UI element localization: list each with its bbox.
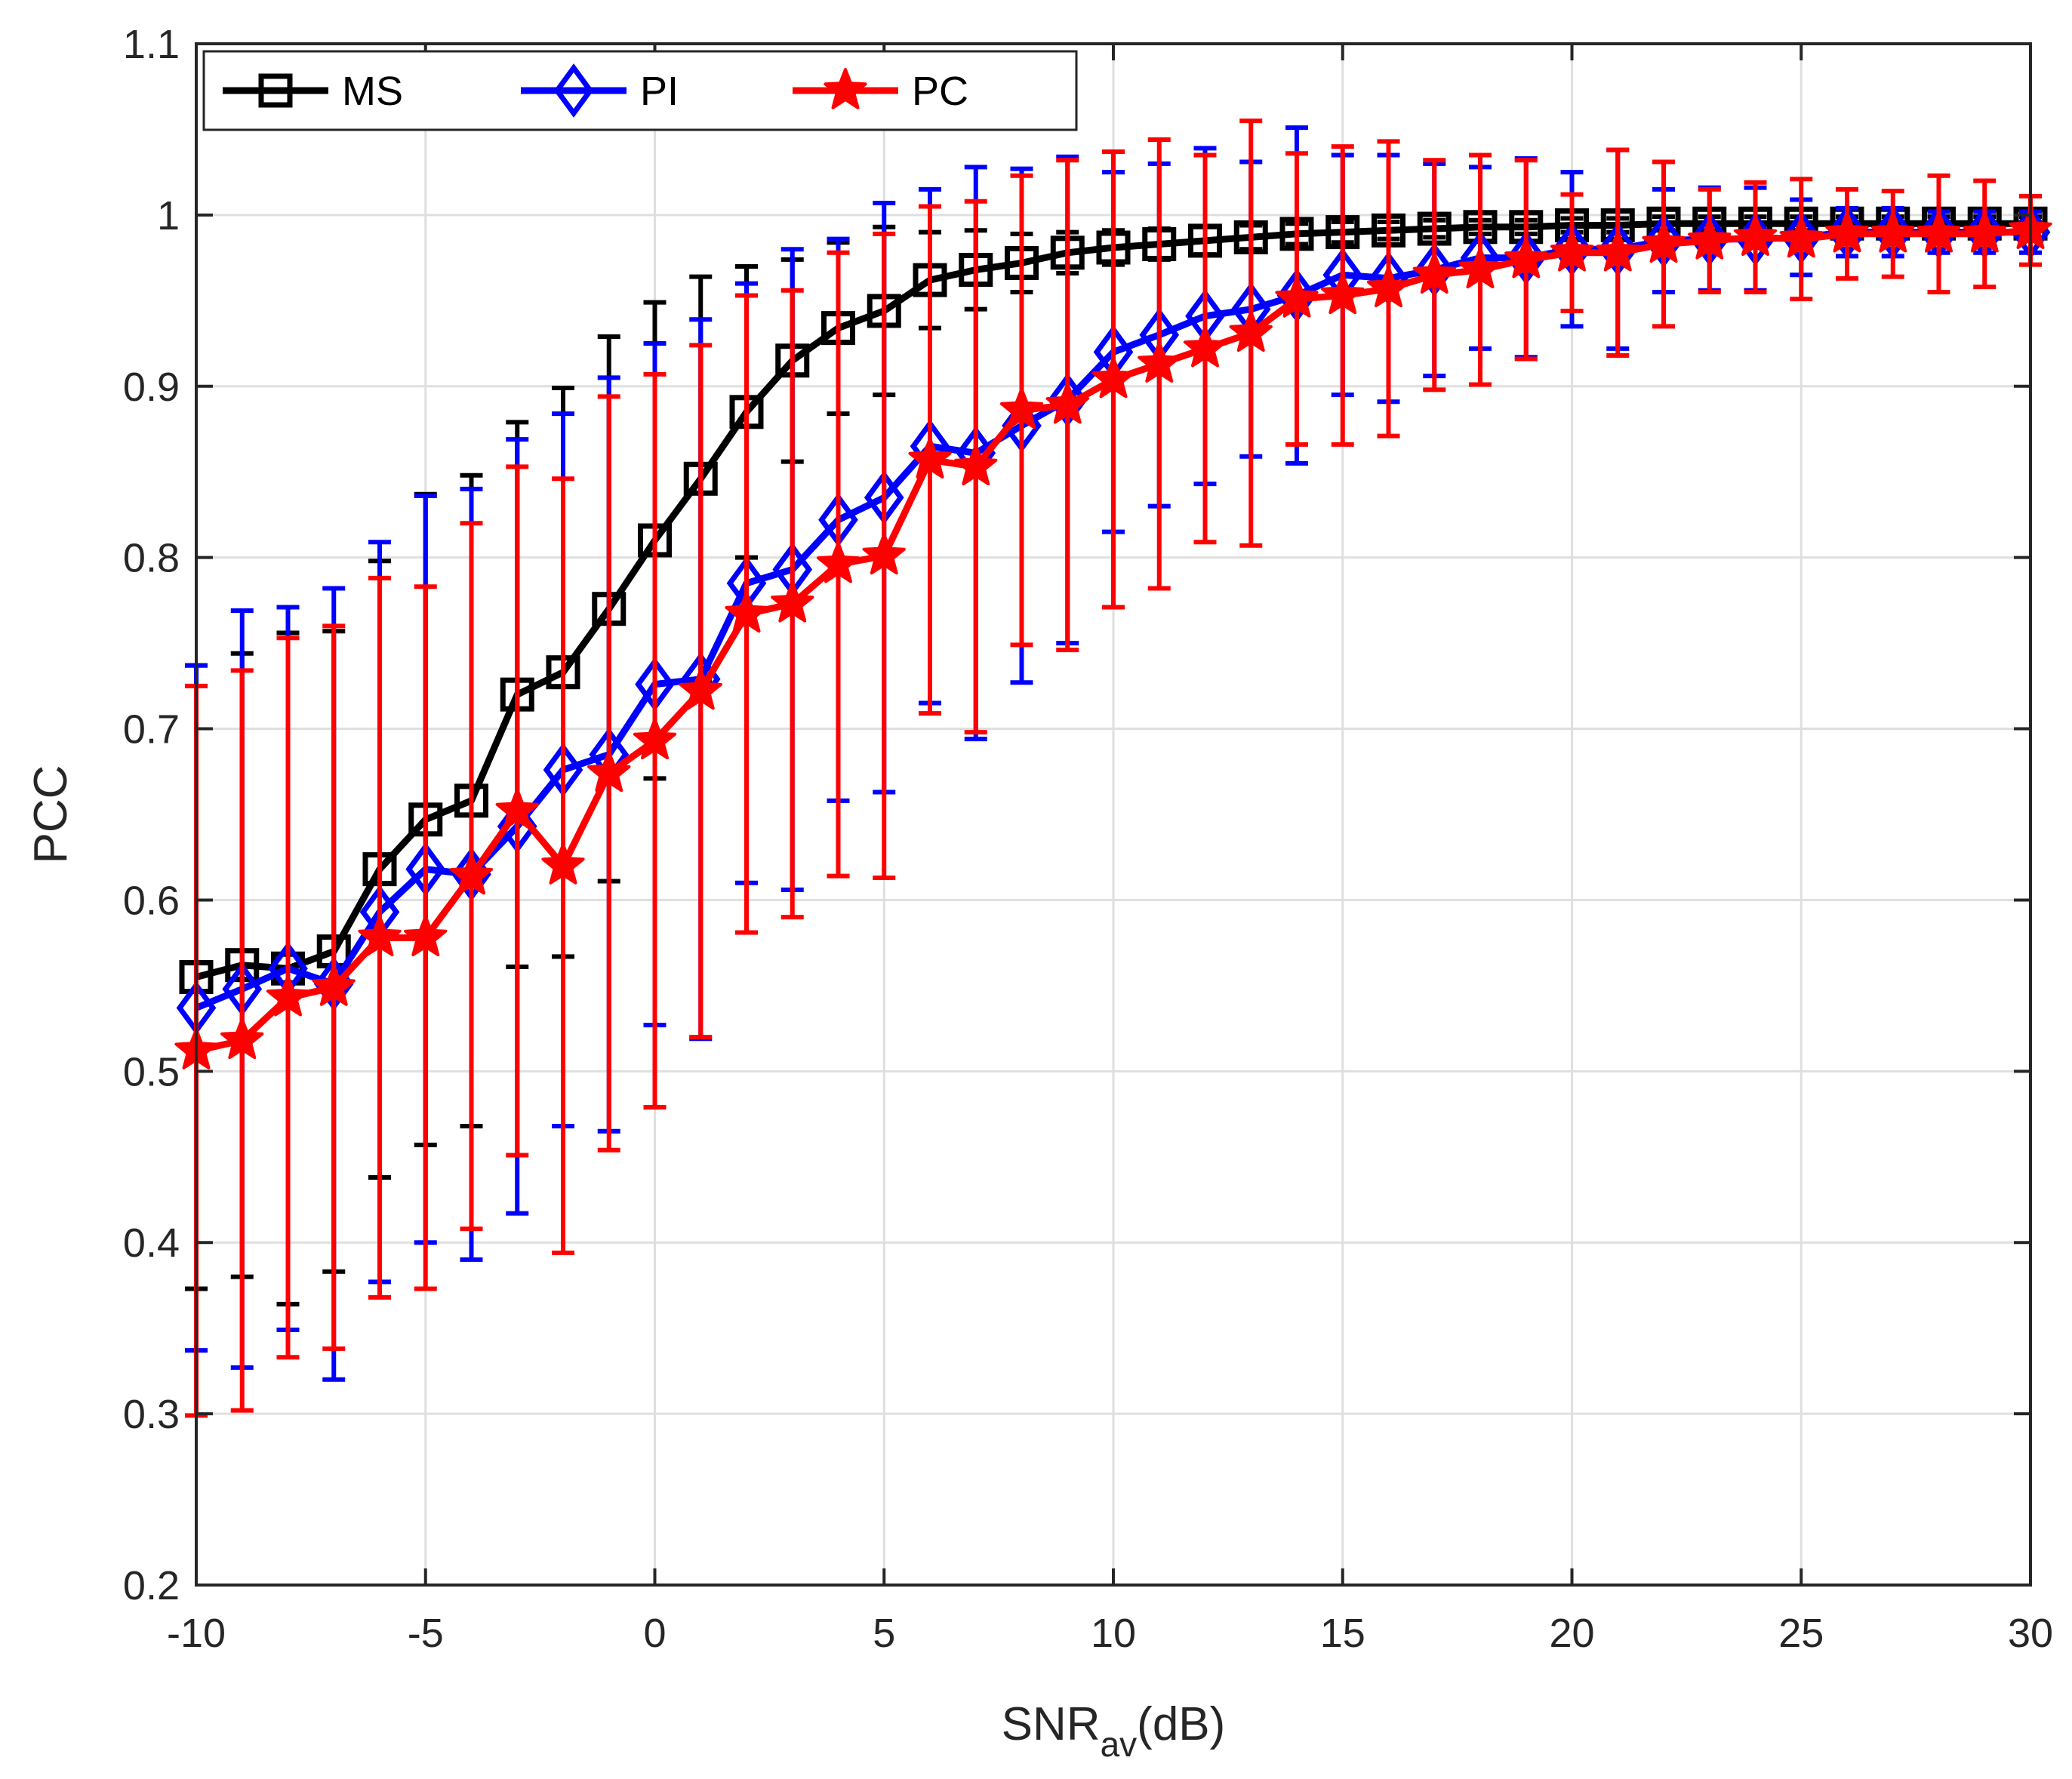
y-tick-label: 0.8: [123, 536, 180, 581]
x-axis-label-main: SNR: [1002, 1698, 1101, 1750]
legend-entry-ms: MS: [223, 69, 403, 114]
data-point-pc: [449, 853, 494, 895]
data-point-pc: [1412, 252, 1456, 294]
data-point-pc: [862, 533, 906, 575]
data-point-pc: [1688, 217, 1732, 260]
x-tick-label: -10: [167, 1611, 226, 1656]
data-point-pc: [633, 718, 677, 760]
data-point-pc: [1504, 236, 1548, 279]
y-tick-label: 0.4: [123, 1220, 180, 1266]
y-tick-label: 1.1: [123, 22, 180, 67]
y-tick-label: 0.5: [123, 1049, 180, 1094]
data-point-pc: [1321, 272, 1365, 315]
data-point-pc: [725, 591, 768, 633]
data-point-pc: [358, 915, 402, 956]
data-point-pc: [266, 974, 310, 1017]
x-tick-label: 20: [1549, 1611, 1594, 1656]
x-axis-label: SNRav(dB): [1002, 1698, 1226, 1764]
data-point-pc: [771, 580, 814, 623]
legend-marker-ms: [258, 73, 293, 108]
legend-entry-pc: PC: [793, 68, 968, 114]
x-tick-label: -5: [408, 1611, 444, 1656]
data-point-pc: [220, 1017, 264, 1060]
legend-marker-pi: [553, 63, 594, 118]
legend-label-pi: PI: [640, 69, 679, 114]
data-point-pc: [587, 750, 631, 793]
data-point-pc: [1779, 216, 1823, 258]
data-point-pc: [1183, 325, 1227, 368]
y-tick-label: 0.2: [123, 1563, 180, 1608]
legend-label-pc: PC: [912, 69, 968, 114]
x-axis-label-subscript: av: [1101, 1725, 1138, 1764]
data-point-pc: [495, 788, 539, 830]
y-tick-label: 1: [157, 193, 180, 239]
data-point-pc: [908, 437, 952, 479]
y-tick-label: 0.7: [123, 707, 180, 753]
data-point-pc: [312, 965, 356, 1006]
data-point-pc: [1642, 221, 1686, 263]
y-tick-label: 0.6: [123, 878, 180, 923]
legend-entry-pi: PI: [521, 63, 679, 118]
x-tick-label: 10: [1091, 1611, 1136, 1656]
data-point-pc: [999, 387, 1044, 429]
x-tick-label: 30: [2008, 1611, 2053, 1656]
y-tick-label: 0.3: [123, 1392, 180, 1437]
y-axis-label: PCC: [25, 765, 77, 864]
x-tick-label: 0: [643, 1611, 666, 1656]
data-point-pc: [1871, 211, 1915, 253]
x-tick-label: 25: [1778, 1611, 1824, 1656]
data-point-pc: [1733, 214, 1778, 256]
x-tick-label: 5: [873, 1611, 895, 1656]
data-point-pc: [1366, 266, 1411, 308]
ticks: -10 -5 0 5 10 15 20 25 30 0.2 0.3 0.4 0.5 0.6 0.7 0.8 0.…: [123, 22, 2053, 1656]
data-point-pc: [679, 668, 722, 710]
data-point-pc: [1917, 211, 1961, 253]
x-axis-label-suffix: (dB): [1137, 1698, 1225, 1750]
data-point-pc: [1963, 211, 2006, 253]
data-point-pc: [1596, 229, 1639, 272]
data-point-pc: [1550, 229, 1594, 272]
data-point-pc: [1045, 382, 1089, 424]
data-point-pc: [1229, 310, 1273, 352]
data-point-pc: [1138, 341, 1181, 383]
y-tick-label: 0.9: [123, 365, 180, 410]
data-point-pc: [1091, 356, 1135, 399]
legend: MS PI PC: [202, 50, 1078, 131]
data-point-pc: [816, 541, 861, 583]
data-point-pc: [1275, 276, 1319, 318]
data-point-pc: [1458, 247, 1502, 289]
data-point-pc: [404, 915, 448, 956]
legend-box: [202, 50, 1078, 131]
data-point-pc: [954, 444, 998, 486]
data-point-pc: [1825, 211, 1869, 253]
x-tick-label: 15: [1320, 1611, 1365, 1656]
legend-label-ms: MS: [342, 69, 403, 114]
data-point-pc: [541, 843, 585, 885]
legend-marker-pc: [824, 68, 867, 109]
